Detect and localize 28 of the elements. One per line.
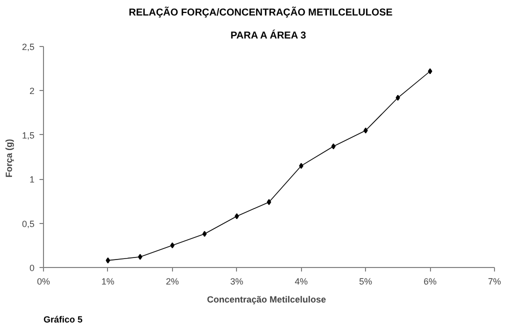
y-tick-label: 1,5	[22, 130, 35, 140]
x-tick-label: 7%	[488, 276, 502, 286]
point	[106, 257, 110, 264]
x-tick-label: 6%	[424, 276, 437, 286]
point	[331, 143, 336, 150]
point	[202, 230, 207, 237]
x-tick-label: 5%	[359, 276, 372, 286]
point	[138, 254, 142, 260]
text: Gráfico 5	[44, 314, 83, 324]
x-tick-label: 3%	[230, 276, 244, 286]
x-tick-label: 0%	[36, 276, 50, 286]
y-axis-title: Força (g)	[4, 138, 14, 178]
x-tick-label: 1%	[101, 276, 114, 286]
y-tick-label: 2	[29, 86, 35, 96]
y-tick-label: 0,5	[22, 218, 35, 229]
y-tick-label: 0	[29, 263, 35, 273]
x-tick-label: 4%	[294, 276, 308, 286]
x-tick-label: 2%	[166, 276, 179, 286]
y-tick-label: 2,5	[22, 42, 35, 52]
point	[396, 94, 400, 101]
y-tick-label: 1	[29, 174, 35, 185]
chart-subtitle: PARA A ÁREA 3	[230, 30, 306, 42]
point	[363, 127, 368, 134]
point	[170, 242, 175, 248]
chart-title: RELAÇÃO FORÇA/CONCENTRAÇÃO METILCELULOSE	[128, 6, 393, 18]
point	[428, 68, 432, 74]
x-axis-title: Concentração Metilcelulose	[206, 294, 326, 304]
point	[266, 199, 272, 206]
